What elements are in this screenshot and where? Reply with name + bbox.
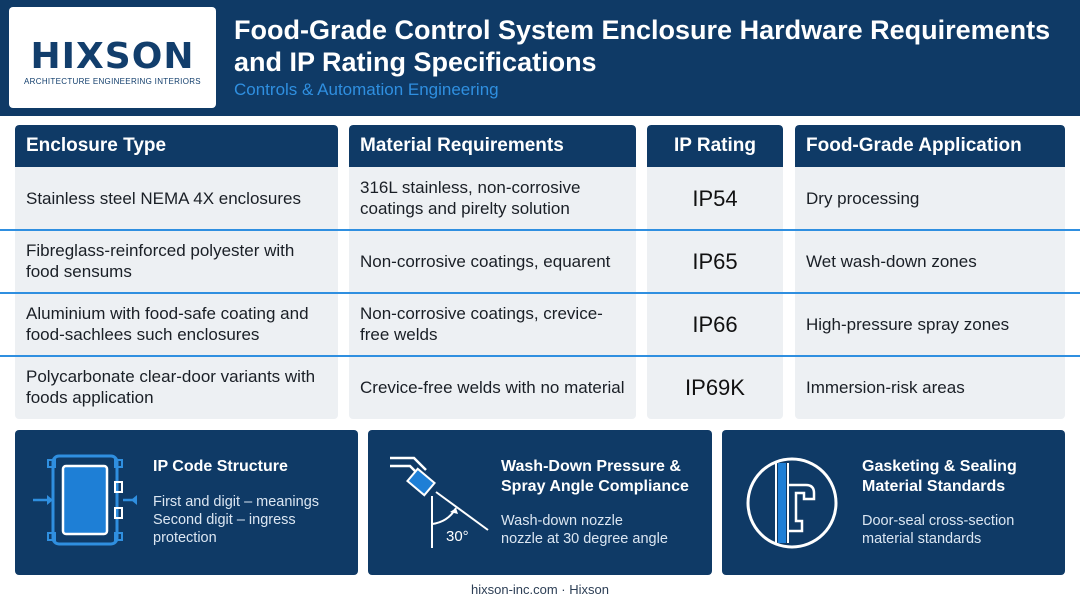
table-cell: Aluminium with food-safe coating and foo… [26, 304, 309, 344]
card-desc-line: Wash-down nozzle [501, 513, 623, 529]
card-title: Gasketing & Sealing Material Standards [862, 457, 1017, 497]
card-description: First and digit – meanings Second digit … [153, 493, 319, 547]
logo-wordmark: HIXSON [30, 36, 195, 77]
column-header: Enclosure Type [15, 125, 338, 167]
door-seal-icon [746, 457, 838, 549]
table-cell: Polycarbonate clear-door variants with f… [26, 367, 316, 407]
card-desc-line: protection [153, 530, 217, 546]
enclosure-icon [33, 454, 137, 546]
ip-rating-value: IP66 [692, 311, 738, 337]
card-title-line: Wash-Down Pressure & [501, 458, 681, 475]
row-divider [0, 229, 1080, 231]
card-title-line: Gasketing & Sealing [862, 458, 1017, 475]
card-desc-line: First and digit – meanings [153, 494, 320, 510]
table-cell: Immersion-risk areas [806, 377, 965, 397]
table-cell: 316L stainless, non-corrosive coatings a… [360, 178, 581, 218]
column-enclosure-type: Enclosure Type Stainless steel NEMA 4X e… [15, 125, 338, 419]
page-subtitle: Controls & Automation Engineering [234, 80, 499, 99]
row-divider [0, 292, 1080, 294]
card-title: Wash-Down Pressure & Spray Angle Complia… [501, 457, 689, 497]
spray-nozzle-icon [390, 456, 489, 548]
ip-rating-value: IP54 [692, 185, 738, 211]
card-wash-down-pressure: 30° Wash-Down Pressure & Spray Angle Com… [368, 430, 712, 575]
column-food-grade-application: Food-Grade Application Dry processing We… [795, 125, 1065, 419]
column-header: IP Rating [647, 125, 783, 167]
logo-tagline: ARCHITECTURE ENGINEERING INTERIORS [24, 77, 201, 86]
table-cell: Non-corrosive coatings, equarent [360, 251, 611, 271]
column-header: Material Requirements [349, 125, 636, 167]
table-cell: Fibreglass-reinforced polyester with foo… [26, 241, 295, 281]
column-material-requirements: Material Requirements 316L stainless, no… [349, 125, 636, 419]
table-cell: High-pressure spray zones [806, 314, 1010, 334]
card-desc-line: Door-seal cross-section [862, 513, 1015, 529]
table-cell: Crevice-free welds with no material [360, 377, 625, 397]
header-banner: HIXSON ARCHITECTURE ENGINEERING INTERIOR… [0, 0, 1080, 116]
table-cell: Stainless steel NEMA 4X enclosures [26, 188, 301, 208]
table-cell: Dry processing [806, 188, 920, 208]
card-title-line: Spray Angle Compliance [501, 478, 689, 495]
table-cell: Non-corrosive coatings, crevice-free wel… [360, 304, 603, 344]
card-description: Door-seal cross-section material standar… [862, 512, 1014, 548]
column-ip-rating: IP Rating IP54 IP65 IP66 IP69K [647, 125, 783, 419]
logo: HIXSON ARCHITECTURE ENGINEERING INTERIOR… [9, 7, 216, 108]
card-desc-line: material standards [862, 531, 982, 547]
ip-rating-value: IP65 [692, 248, 738, 274]
page-title: Food-Grade Control System Enclosure Hard… [234, 15, 1051, 77]
table-cell: Wet wash-down zones [806, 251, 977, 271]
card-desc-line: Second digit – ingress [153, 512, 296, 528]
column-header: Food-Grade Application [795, 125, 1065, 167]
card-desc-line: nozzle at 30 degree angle [501, 531, 668, 547]
card-ip-code-structure: IP Code Structure First and digit – mean… [15, 430, 358, 575]
row-divider [0, 355, 1080, 357]
angle-label: 30° [446, 528, 469, 545]
card-title-line: Material Standards [862, 478, 1006, 495]
card-title: IP Code Structure [153, 458, 288, 475]
card-description: Wash-down nozzle nozzle at 30 degree ang… [501, 512, 668, 548]
footer-credit: hixson-inc.com · Hixson [471, 582, 609, 597]
ip-rating-value: IP69K [685, 374, 745, 400]
card-gasketing-sealing: Gasketing & Sealing Material Standards D… [722, 430, 1065, 575]
